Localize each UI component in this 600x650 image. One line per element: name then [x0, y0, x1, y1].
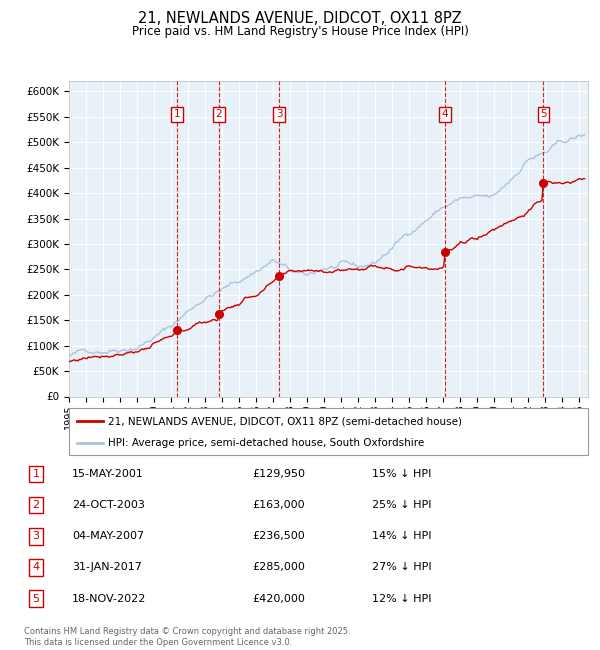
Text: 5: 5: [32, 593, 40, 604]
Text: 27% ↓ HPI: 27% ↓ HPI: [372, 562, 431, 573]
Text: 15-MAY-2001: 15-MAY-2001: [72, 469, 144, 479]
Text: 12% ↓ HPI: 12% ↓ HPI: [372, 593, 431, 604]
Text: 4: 4: [442, 109, 448, 120]
Text: 25% ↓ HPI: 25% ↓ HPI: [372, 500, 431, 510]
Text: 24-OCT-2003: 24-OCT-2003: [72, 500, 145, 510]
Text: 21, NEWLANDS AVENUE, DIDCOT, OX11 8PZ: 21, NEWLANDS AVENUE, DIDCOT, OX11 8PZ: [138, 11, 462, 26]
Text: £420,000: £420,000: [252, 593, 305, 604]
Text: 15% ↓ HPI: 15% ↓ HPI: [372, 469, 431, 479]
Text: 31-JAN-2017: 31-JAN-2017: [72, 562, 142, 573]
Text: Price paid vs. HM Land Registry's House Price Index (HPI): Price paid vs. HM Land Registry's House …: [131, 25, 469, 38]
Text: 18-NOV-2022: 18-NOV-2022: [72, 593, 146, 604]
Text: 1: 1: [32, 469, 40, 479]
Text: 14% ↓ HPI: 14% ↓ HPI: [372, 531, 431, 541]
Text: HPI: Average price, semi-detached house, South Oxfordshire: HPI: Average price, semi-detached house,…: [108, 438, 424, 448]
FancyBboxPatch shape: [69, 408, 588, 455]
Text: 5: 5: [540, 109, 547, 120]
Text: 4: 4: [32, 562, 40, 573]
Text: 2: 2: [32, 500, 40, 510]
Text: Contains HM Land Registry data © Crown copyright and database right 2025.
This d: Contains HM Land Registry data © Crown c…: [24, 627, 350, 647]
Text: 21, NEWLANDS AVENUE, DIDCOT, OX11 8PZ (semi-detached house): 21, NEWLANDS AVENUE, DIDCOT, OX11 8PZ (s…: [108, 416, 462, 426]
Text: 04-MAY-2007: 04-MAY-2007: [72, 531, 144, 541]
Text: 1: 1: [174, 109, 181, 120]
Text: 3: 3: [275, 109, 282, 120]
Text: £129,950: £129,950: [252, 469, 305, 479]
Text: 2: 2: [215, 109, 222, 120]
Text: £236,500: £236,500: [252, 531, 305, 541]
Text: £163,000: £163,000: [252, 500, 305, 510]
Text: £285,000: £285,000: [252, 562, 305, 573]
Text: 3: 3: [32, 531, 40, 541]
